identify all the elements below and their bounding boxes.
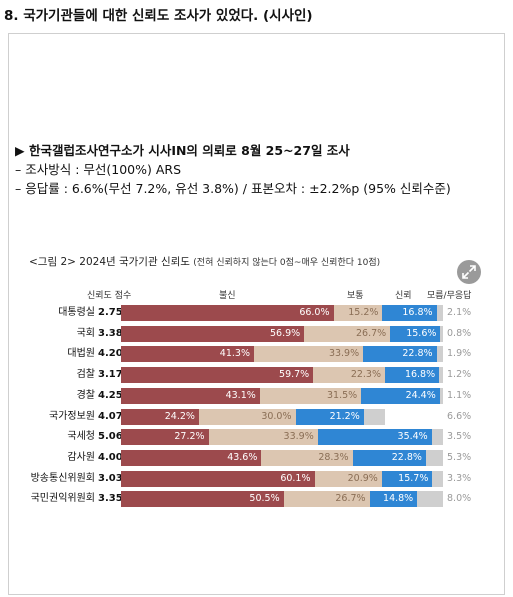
unknown-value-label: 5.3% (447, 451, 472, 463)
row-label: 국회 (76, 327, 95, 339)
row-label: 국가정보원 (49, 410, 95, 422)
bar-distrust: 27.2% (121, 429, 209, 446)
trust-score: 3.17 (98, 369, 123, 381)
bar-neutral: 33.9% (208, 429, 318, 446)
bar-trust: 16.8% (382, 305, 437, 321)
bar-distrust: 56.9% (121, 325, 305, 342)
bar-neutral: 22.3% (313, 367, 386, 384)
chart-title: <그림 2> 2024년 국가기관 신뢰도 (29, 256, 190, 268)
row-label: 대법원 (67, 348, 95, 360)
row-label: 국민권익위원회 (30, 493, 95, 505)
bar-trust: 15.7% (381, 470, 433, 487)
trust-score: 4.00 (98, 451, 123, 463)
row-label: 방송통신위원회 (30, 472, 95, 484)
trust-score: 4.07 (98, 410, 123, 422)
bar-unknown (417, 491, 443, 508)
chart-caption: <그림 2> 2024년 국가기관 신뢰도 (전혀 신뢰하지 않는다 0점~매우… (29, 254, 380, 269)
trust-score: 3.35 (98, 493, 123, 505)
article-card: ▶ 한국갤럽조사연구소가 시사IN의 의뢰로 8월 25~27일 조사 – 조사… (8, 33, 505, 595)
trust-score: 4.25 (98, 389, 123, 401)
row-label: 경찰 (76, 389, 95, 401)
bar-trust: 35.4% (317, 429, 432, 446)
expand-icon[interactable] (457, 260, 481, 284)
header-trust: 신뢰 (395, 291, 412, 301)
row-label: 대통령실 (58, 307, 95, 318)
header-unknown: 모름/무응답 (427, 291, 472, 301)
bar-trust: 24.4% (361, 387, 440, 404)
bar-distrust: 41.3% (121, 346, 254, 363)
bar-distrust: 43.1% (121, 387, 260, 404)
row-label: 감사원 (67, 451, 95, 463)
unknown-value-label: 1.9% (447, 348, 472, 360)
bar-distrust: 60.1% (121, 470, 315, 487)
bar-neutral: 30.0% (198, 408, 296, 425)
unknown-value-label: 3.5% (447, 431, 472, 443)
unknown-value-label: 3.3% (447, 472, 472, 484)
trust-score: 4.20 (98, 348, 123, 360)
trust-score: 3.38 (98, 327, 123, 339)
bar-neutral: 28.3% (261, 449, 353, 466)
bar-unknown (432, 470, 443, 487)
bar-unknown (439, 387, 444, 404)
row-label: 검찰 (76, 369, 95, 381)
unknown-value-label: 8.0% (447, 493, 472, 505)
bar-neutral: 33.9% (253, 346, 364, 363)
bar-unknown (431, 429, 443, 446)
bar-distrust: 24.2% (121, 408, 199, 425)
unknown-value-label: 1.2% (447, 369, 472, 381)
bar-neutral: 20.9% (314, 470, 382, 487)
bar-trust: 16.8% (385, 367, 440, 384)
bar-neutral: 26.7% (283, 491, 370, 508)
unknown-value-label: 1.1% (447, 389, 472, 401)
bar-distrust: 59.7% (121, 367, 314, 384)
bar-unknown (436, 305, 444, 321)
expand-arrows-icon (462, 265, 476, 279)
survey-response-rate: – 응답률 : 6.6%(무선 7.2%, 유선 3.8%) / 표본오차 : … (15, 181, 451, 196)
bar-unknown (440, 325, 443, 342)
bar-neutral: 26.7% (304, 325, 391, 342)
trust-score: 2.75 (98, 307, 123, 318)
trust-score: 3.03 (98, 472, 123, 484)
bar-trust: 21.2% (295, 408, 364, 425)
bar-trust: 15.6% (390, 325, 441, 342)
survey-info: ▶ 한국갤럽조사연구소가 시사IN의 의뢰로 8월 25~27일 조사 (15, 143, 350, 158)
survey-method: – 조사방식 : 무선(100%) ARS (15, 162, 182, 177)
bar-neutral: 31.5% (259, 387, 362, 404)
header-neutral: 보통 (347, 291, 364, 301)
bar-unknown (425, 449, 443, 466)
question-title: 8. 국가기관들에 대한 신뢰도 조사가 있었다. (시사인) (4, 8, 313, 24)
bar-trust: 14.8% (369, 491, 418, 508)
row-label: 국세청 (67, 431, 95, 443)
bar-trust: 22.8% (352, 449, 426, 466)
bar-trust: 22.8% (363, 346, 437, 363)
bar-unknown (439, 367, 443, 384)
chart-subtitle: (전혀 신뢰하지 않는다 0점~매우 신뢰한다 10점) (193, 258, 381, 268)
unknown-value-label: 0.8% (447, 327, 472, 339)
bar-distrust: 50.5% (121, 491, 284, 508)
bar-neutral: 15.2% (333, 305, 383, 321)
bar-unknown (436, 346, 443, 363)
header-score: 신뢰도 점수 (87, 291, 132, 301)
bar-distrust: 66.0% (121, 305, 334, 321)
header-distrust: 불신 (219, 291, 236, 301)
bar-distrust: 43.6% (121, 449, 262, 466)
trust-score: 5.06 (98, 431, 123, 443)
unknown-value-label: 6.6% (447, 410, 472, 422)
unknown-value-label: 2.1% (447, 307, 472, 318)
bar-unknown (363, 408, 386, 425)
